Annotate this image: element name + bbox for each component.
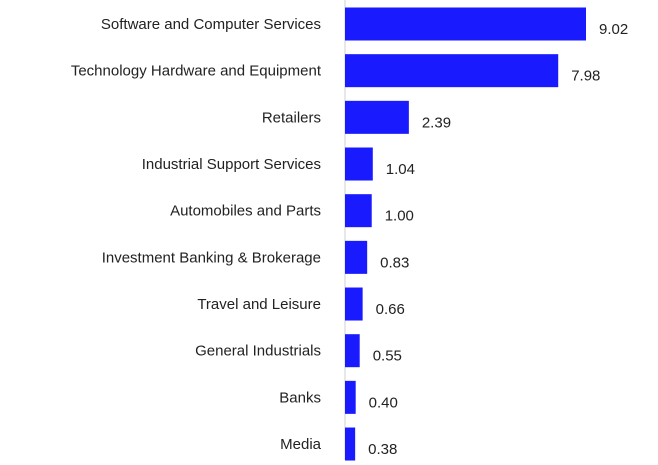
bar <box>345 287 363 321</box>
category-label: General Industrials <box>195 343 321 360</box>
category-label: Software and Computer Services <box>101 16 321 33</box>
bar <box>345 427 356 461</box>
category-label: Investment Banking & Brokerage <box>102 249 321 266</box>
value-label: 0.38 <box>368 441 397 458</box>
bar-rows: Software and Computer Services 9.02 Techno… <box>71 7 628 461</box>
bar <box>345 54 559 88</box>
bar <box>345 380 356 414</box>
category-label: Automobiles and Parts <box>170 203 321 220</box>
value-label: 2.39 <box>422 114 451 131</box>
bar <box>345 7 586 41</box>
category-label: Media <box>280 436 322 453</box>
bar <box>345 334 360 368</box>
bar <box>345 194 372 228</box>
value-label: 0.55 <box>373 348 402 365</box>
bar <box>345 240 368 274</box>
category-label: Technology Hardware and Equipment <box>71 63 322 80</box>
value-label: 0.66 <box>376 301 405 318</box>
bar <box>345 147 373 181</box>
category-label: Retailers <box>262 109 321 126</box>
value-label: 1.00 <box>385 208 414 225</box>
category-label: Travel and Leisure <box>197 296 321 313</box>
category-label: Banks <box>279 389 321 406</box>
value-label: 0.83 <box>380 254 409 271</box>
bar <box>345 100 409 134</box>
value-label: 0.40 <box>369 394 398 411</box>
category-label: Industrial Support Services <box>142 156 321 173</box>
value-label: 1.04 <box>386 161 415 178</box>
value-label: 7.98 <box>571 68 600 85</box>
value-label: 9.02 <box>599 21 628 38</box>
